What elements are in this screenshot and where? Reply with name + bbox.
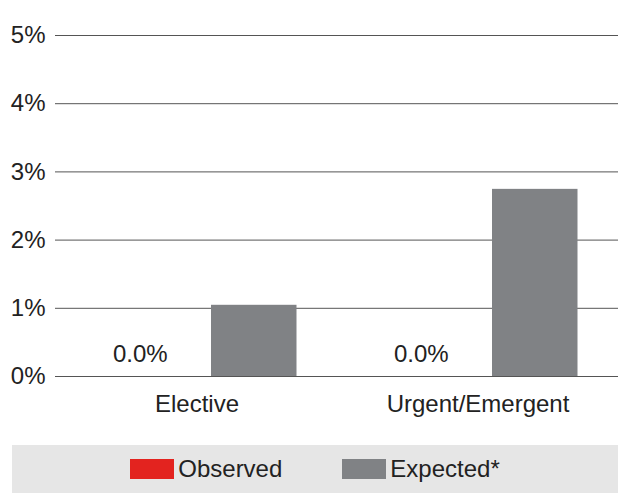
svg-text:5%: 5%: [11, 21, 46, 48]
svg-text:0%: 0%: [11, 362, 46, 389]
svg-text:1%: 1%: [11, 294, 46, 321]
svg-text:4%: 4%: [11, 89, 46, 116]
svg-text:Elective: Elective: [155, 390, 239, 417]
svg-text:3%: 3%: [11, 158, 46, 185]
svg-text:0.0%: 0.0%: [113, 340, 168, 367]
svg-text:2%: 2%: [11, 226, 46, 253]
html-text:Expected*: Expected*: [390, 455, 500, 482]
svg-text:0.0%: 0.0%: [394, 340, 449, 367]
svg-text:Urgent/Emergent: Urgent/Emergent: [387, 390, 570, 417]
html-text:Observed: Observed: [178, 455, 283, 482]
